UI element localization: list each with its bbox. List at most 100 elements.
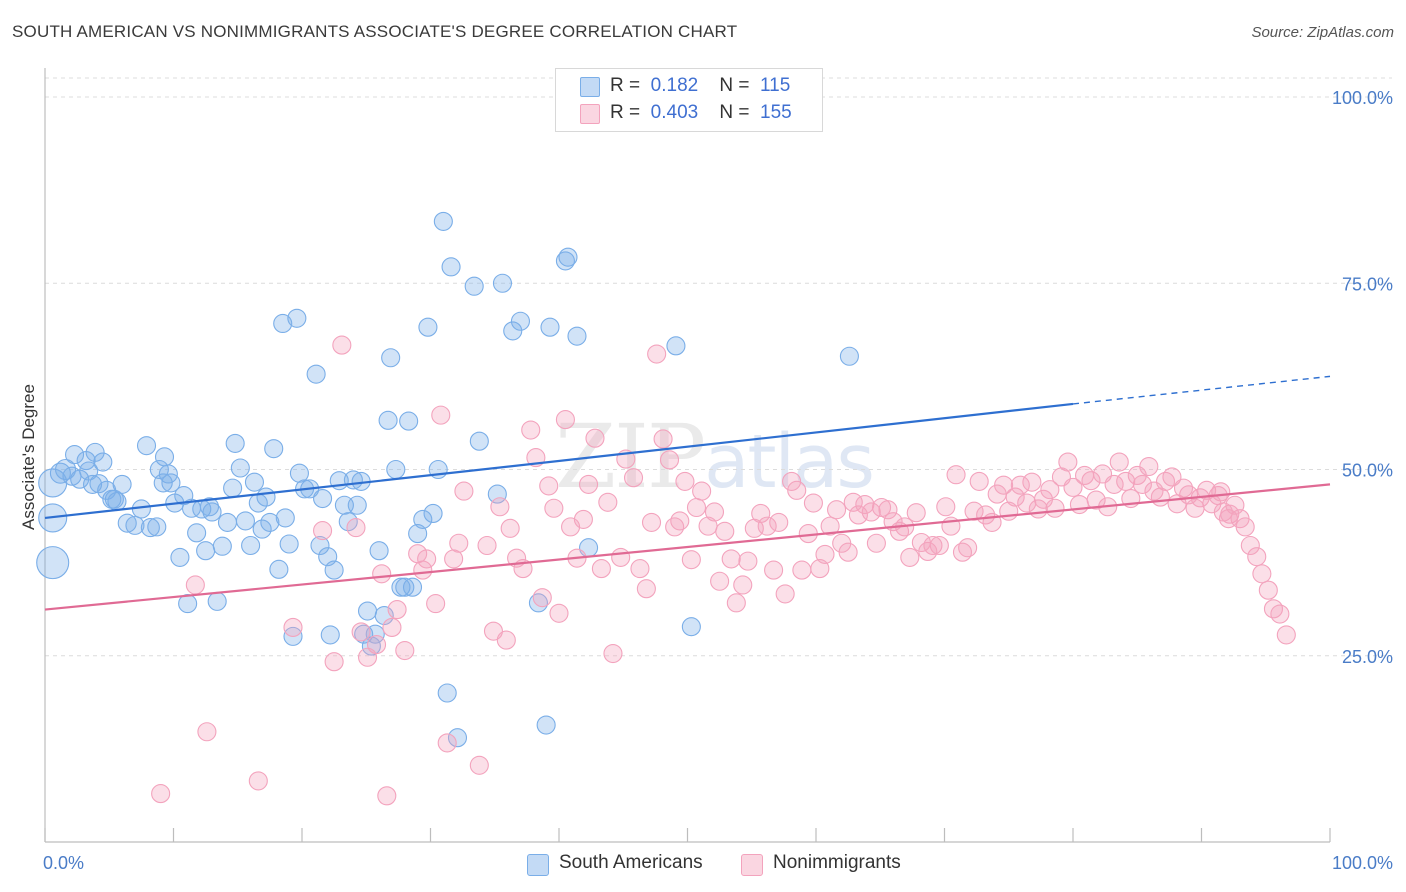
data-point [423, 503, 443, 524]
data-point [1240, 535, 1260, 556]
data-point [85, 442, 105, 462]
data-point [782, 471, 802, 491]
data-point [792, 560, 812, 580]
data-point [235, 511, 256, 531]
data-point [381, 348, 401, 368]
data-point [549, 603, 569, 623]
data-point [665, 517, 685, 537]
data-point [611, 547, 631, 567]
data-point [558, 247, 578, 267]
data-point [223, 478, 243, 498]
data-point [395, 640, 415, 661]
data-point [492, 273, 513, 293]
data-point [332, 335, 352, 355]
data-point [395, 577, 415, 597]
data-point [199, 497, 220, 517]
data-point [1173, 478, 1194, 498]
y-tick-label: 50.0% [1342, 461, 1393, 481]
data-point [929, 535, 949, 556]
data-point [399, 411, 419, 431]
data-point [112, 474, 132, 494]
data-point [1211, 482, 1231, 502]
legend-n-label: N = [719, 75, 750, 96]
data-point [1139, 456, 1159, 477]
data-point [528, 593, 548, 613]
data-point [264, 439, 284, 459]
data-point [449, 533, 469, 553]
data-point [906, 503, 926, 523]
data-point [1086, 490, 1106, 510]
data-point [89, 474, 109, 494]
data-point [838, 542, 858, 562]
data-point [256, 487, 276, 507]
data-point [704, 502, 725, 522]
data-point [287, 308, 307, 328]
data-point [324, 560, 344, 580]
data-point [969, 471, 989, 491]
data-point [964, 501, 984, 521]
data-point [1104, 474, 1124, 494]
data-point [630, 559, 650, 579]
data-point [721, 549, 741, 569]
data-point [1040, 480, 1060, 500]
data-point [117, 513, 137, 533]
data-point [1005, 487, 1025, 507]
data-point [692, 481, 712, 501]
data-point [378, 410, 398, 430]
y-tick-label: 25.0% [1342, 647, 1393, 667]
data-point [503, 321, 523, 341]
data-point [202, 502, 222, 522]
data-point [197, 722, 217, 742]
series-nonimmigrants [151, 335, 1296, 806]
data-point [82, 474, 103, 494]
data-point [151, 784, 171, 804]
data-point [710, 571, 730, 591]
data-point [377, 786, 397, 806]
data-point [653, 429, 673, 449]
data-point [444, 549, 464, 569]
legend-r-label: R = [610, 75, 641, 96]
legend-label-nonimmigrants: Nonimmigrants [773, 852, 901, 873]
data-point [464, 276, 484, 296]
data-point [241, 535, 261, 556]
y-tick-label: 75.0% [1342, 274, 1393, 294]
data-point [252, 519, 272, 539]
data-point [1276, 625, 1296, 645]
data-point [681, 550, 701, 570]
data-point [1010, 475, 1030, 495]
points-layer [36, 211, 1296, 806]
data-point [803, 493, 823, 513]
trend-layer [44, 375, 1331, 611]
data-point [225, 433, 245, 453]
data-point [726, 593, 746, 613]
data-point [1220, 504, 1240, 524]
data-point [567, 326, 587, 346]
data-point [1058, 452, 1078, 472]
data-point [878, 500, 898, 520]
data-point [496, 630, 516, 650]
legend-swatch-nonimmigrants [741, 854, 763, 876]
data-point [866, 533, 886, 553]
data-point [260, 512, 280, 532]
data-point [418, 317, 438, 337]
data-point [289, 463, 309, 483]
data-point [936, 497, 956, 517]
data-point [787, 480, 807, 500]
data-point [437, 733, 457, 753]
data-point [861, 502, 881, 522]
x-tick-label: 100.0% [1332, 853, 1393, 873]
data-point [408, 524, 428, 544]
grid-layer [45, 77, 1392, 657]
data-point [413, 560, 433, 580]
data-point [230, 458, 250, 478]
data-point [447, 728, 468, 748]
data-point [1235, 517, 1255, 537]
data-point [1109, 452, 1129, 472]
data-point [426, 594, 446, 614]
data-point [269, 559, 289, 579]
data-point [666, 336, 686, 356]
data-point [402, 577, 423, 597]
trend-line [44, 483, 1331, 611]
data-point [539, 476, 559, 496]
